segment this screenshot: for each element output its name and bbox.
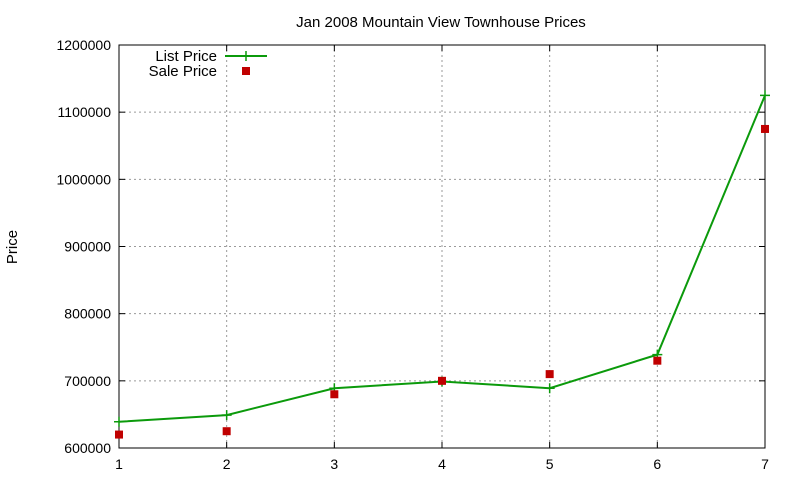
x-tick-label: 6 xyxy=(653,456,661,472)
plot-frame xyxy=(118,44,766,449)
data-point-sale-price xyxy=(545,370,554,379)
data-point-list-price xyxy=(544,383,555,394)
data-point-sale-price xyxy=(222,427,231,436)
y-tick-label: 1100000 xyxy=(58,104,112,120)
y-tick-label: 600000 xyxy=(64,440,111,456)
x-tick-label: 5 xyxy=(546,456,554,472)
data-point-list-price xyxy=(114,416,124,427)
series-layer xyxy=(114,90,770,439)
legend-marker-sale-price xyxy=(242,67,250,75)
legend-sample-list-price xyxy=(225,51,267,61)
y-tick-label: 1200000 xyxy=(56,37,111,53)
legend-sample-sale-price xyxy=(242,67,250,75)
y-tick-label: 900000 xyxy=(64,239,111,255)
y-tick-label: 1000000 xyxy=(56,171,111,187)
data-point-sale-price xyxy=(115,430,123,439)
y-axis-label: Price xyxy=(4,230,21,264)
x-tick-label: 2 xyxy=(223,456,231,472)
series-line-list-price xyxy=(118,94,766,423)
data-point-sale-price xyxy=(761,124,769,133)
data-point-sale-price xyxy=(653,356,662,365)
y-tick-label: 800000 xyxy=(64,306,111,322)
series-sale-price xyxy=(115,124,769,439)
axis-ticks: 6000007000008000009000001000000110000012… xyxy=(56,37,769,472)
grid xyxy=(119,45,765,448)
x-tick-label: 7 xyxy=(761,456,769,472)
y-tick-label: 700000 xyxy=(64,373,111,389)
data-point-sale-price xyxy=(330,390,339,399)
x-tick-label: 4 xyxy=(438,456,446,472)
legend: List Price Sale Price xyxy=(149,48,267,80)
x-tick-label: 3 xyxy=(330,456,338,472)
legend-label-sale-price: Sale Price xyxy=(149,63,217,80)
legend-label-list-price: List Price xyxy=(155,48,217,65)
legend-marker-list-price xyxy=(241,51,251,61)
x-tick-label: 1 xyxy=(115,456,123,472)
data-point-sale-price xyxy=(438,376,446,385)
data-point-list-price xyxy=(221,410,232,421)
data-point-list-price xyxy=(760,90,770,101)
chart-title: Jan 2008 Mountain View Townhouse Prices xyxy=(296,14,586,31)
